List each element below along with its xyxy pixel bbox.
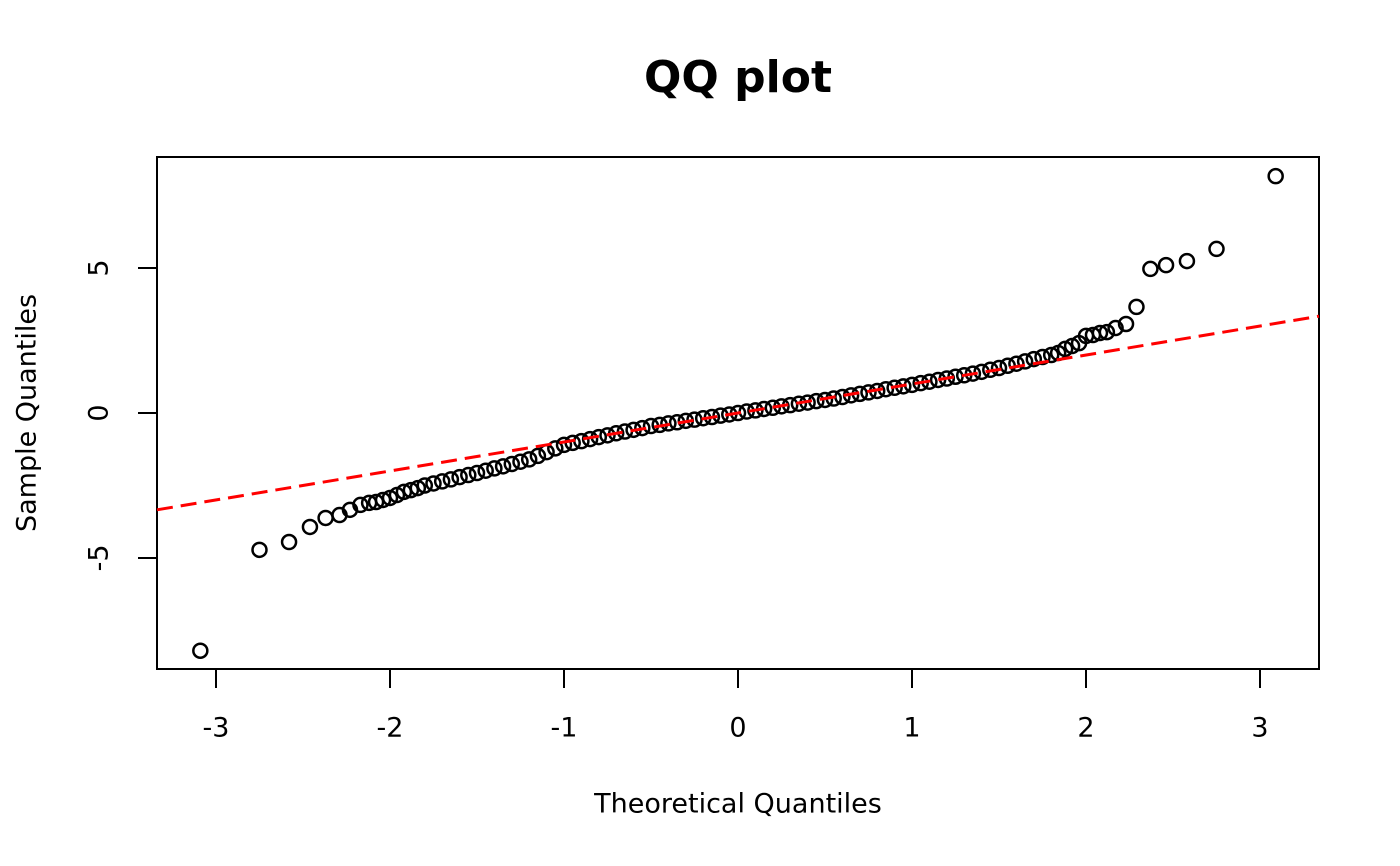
point <box>555 436 573 454</box>
x-axis-label: Theoretical Quantiles <box>593 789 882 820</box>
point <box>433 473 451 490</box>
point <box>520 451 538 468</box>
point <box>301 518 319 536</box>
point <box>1208 240 1225 258</box>
point <box>352 496 369 514</box>
x-tick-label: 2 <box>1077 713 1094 744</box>
point <box>1025 350 1043 368</box>
point <box>1157 256 1175 274</box>
point <box>990 359 1008 377</box>
y-tick-label: 5 <box>84 259 115 276</box>
point <box>442 471 460 488</box>
point <box>425 475 442 492</box>
point <box>512 453 529 470</box>
y-tick-label: -5 <box>84 544 115 571</box>
point <box>581 430 599 448</box>
point <box>547 440 564 457</box>
point <box>416 477 434 494</box>
point <box>192 642 209 659</box>
point <box>494 458 512 475</box>
point <box>1267 167 1284 185</box>
point <box>1142 260 1159 278</box>
point <box>790 395 808 412</box>
point <box>477 462 494 479</box>
point <box>1107 319 1124 337</box>
point <box>486 460 503 477</box>
point <box>1128 298 1145 316</box>
point <box>529 447 547 465</box>
point <box>599 427 616 444</box>
point <box>317 509 334 527</box>
x-tick-label: 0 <box>729 713 746 744</box>
point <box>402 481 420 499</box>
point <box>460 466 477 484</box>
y-axis-label: Sample Quantiles <box>12 294 43 532</box>
x-tick-label: 1 <box>903 713 920 744</box>
point <box>468 464 486 482</box>
point <box>374 491 392 509</box>
point <box>764 399 782 417</box>
point <box>886 379 903 397</box>
point <box>1091 324 1109 342</box>
reference-line <box>156 314 1320 512</box>
point <box>1042 346 1060 364</box>
point <box>1016 353 1034 370</box>
point <box>451 468 468 486</box>
point <box>251 541 268 559</box>
point <box>503 455 521 473</box>
point <box>816 391 834 409</box>
point <box>1098 323 1116 341</box>
x-tick-label: -3 <box>203 713 230 744</box>
point <box>660 415 677 432</box>
y-tick-label: 0 <box>84 404 115 421</box>
point <box>1178 252 1196 270</box>
point <box>634 419 651 437</box>
point <box>280 533 298 551</box>
x-tick-label: -1 <box>551 713 578 744</box>
point <box>686 411 703 428</box>
point <box>538 443 555 461</box>
x-tick-label: 3 <box>1251 713 1268 744</box>
x-tick-label: -2 <box>377 713 404 744</box>
point <box>1034 348 1051 366</box>
point <box>1008 355 1025 372</box>
chart-title: QQ plot <box>644 52 832 103</box>
point <box>1117 315 1135 333</box>
point <box>860 384 877 401</box>
point <box>912 374 929 392</box>
